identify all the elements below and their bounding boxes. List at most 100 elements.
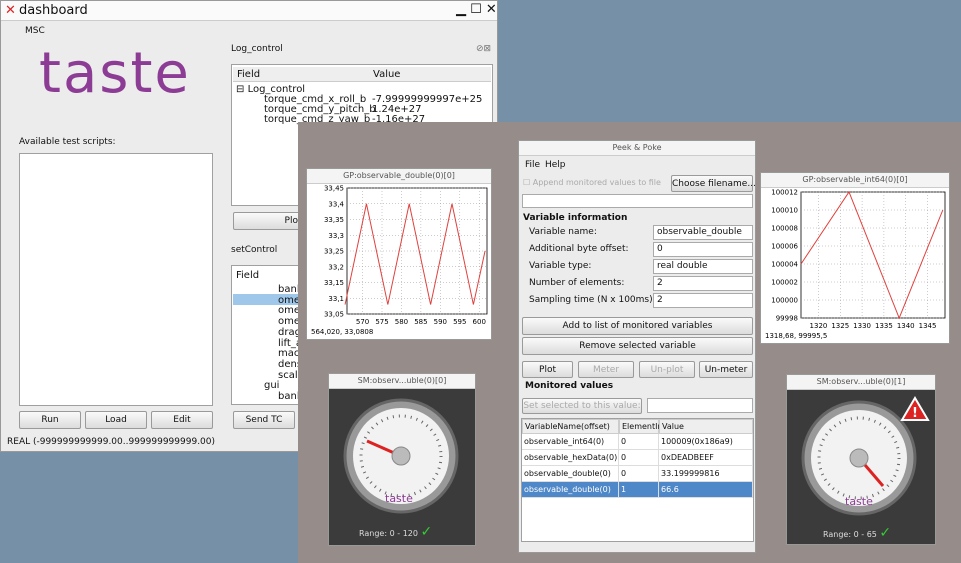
label: Available test scripts: [19, 137, 116, 147]
x-tick-label: 600 [473, 318, 486, 326]
x-tick-label: 1340 [897, 322, 915, 330]
field-label: Variable type: [529, 261, 591, 271]
status-text: 1318,68, 99995,5 [765, 332, 827, 340]
table-cell[interactable]: 0 [619, 434, 659, 450]
x-tick-label: 585 [414, 318, 427, 326]
range-min: 0 [390, 529, 395, 538]
header-cell: ElementIndex [619, 419, 659, 434]
plot-window: GP:observable_double(0)[0] 33,0533,133,1… [306, 168, 492, 340]
titlebar: Peek & Poke [519, 141, 755, 156]
button[interactable]: Load [85, 411, 147, 429]
status-text: 564,020, 33,0808 [311, 328, 373, 336]
button[interactable]: Un-plot [639, 361, 695, 378]
table-cell[interactable]: 0 [619, 466, 659, 482]
ok-icon: ✓ [879, 525, 891, 541]
header-cell: Value [373, 69, 400, 80]
titlebar: SM:observ...uble(0)[1] [787, 375, 935, 390]
button[interactable]: Add to list of monitored variables [522, 317, 753, 335]
text-input[interactable] [522, 194, 753, 208]
y-tick-label: 100010 [771, 207, 798, 215]
x-tick-label: 595 [453, 318, 466, 326]
y-tick-label: 100000 [771, 297, 798, 305]
button[interactable]: Edit [151, 411, 213, 429]
panel-title: Log_control [231, 44, 283, 54]
button[interactable]: Plot [522, 361, 573, 378]
peek-poke-window: Peek & Poke File Help ☐ Append monitored… [518, 140, 756, 553]
meter-logo: taste [845, 495, 873, 508]
button[interactable]: Set selected to this value: [522, 398, 642, 414]
x-tick-label: 570 [356, 318, 369, 326]
y-tick-label: 33,4 [328, 200, 344, 208]
x-tick-label: 1345 [919, 322, 937, 330]
meter-window: SM:observ...uble(0)[1] ! taste Range: 0 … [786, 374, 936, 545]
y-tick-label: 100012 [771, 189, 798, 197]
button[interactable]: Un-meter [699, 361, 753, 378]
y-tick-label: 33,3 [328, 232, 344, 240]
x-tick-label: 590 [434, 318, 447, 326]
gauge-hub [392, 447, 410, 465]
field-label: Number of elements: [529, 278, 624, 288]
table-cell[interactable]: 1 [619, 482, 659, 498]
header-cell: Value [659, 419, 753, 434]
y-tick-label: 33,2 [328, 263, 344, 271]
y-tick-label: 33,1 [328, 295, 344, 303]
gauge-hub [850, 449, 868, 467]
x-tick-label: 580 [395, 318, 408, 326]
status-text: REAL (-999999999999.00..999999999999.00) [7, 437, 215, 447]
text-input[interactable] [647, 398, 753, 413]
field-input[interactable]: 2 [653, 293, 753, 308]
window-controls[interactable]: ▁ ☐ ✕ [456, 2, 497, 17]
table-cell[interactable]: observable_double(0) [522, 466, 619, 482]
button[interactable]: Meter [578, 361, 634, 378]
field-input[interactable]: real double [653, 259, 753, 274]
meter-logo: taste [385, 492, 413, 505]
x-tick-label: 1320 [810, 322, 828, 330]
plot-window: GP:observable_int64(0)[0] 99998100000100… [760, 172, 950, 344]
table-cell[interactable]: 100009(0x186a9) [659, 434, 753, 450]
range-max: 120 [403, 529, 418, 538]
field-label: Variable name: [529, 227, 597, 237]
table-cell[interactable]: 0 [619, 450, 659, 466]
button[interactable]: Choose filename... [671, 175, 753, 192]
range-sep: - [397, 529, 400, 538]
menu-item[interactable]: MSC [25, 26, 45, 36]
field-label: Additional byte offset: [529, 244, 629, 254]
table-cell[interactable]: observable_double(0) [522, 482, 619, 498]
titlebar: GP:observable_int64(0)[0] [761, 173, 949, 188]
table-cell[interactable]: 66.6 [659, 482, 753, 498]
table-cell[interactable]: observable_int64(0) [522, 434, 619, 450]
table-cell[interactable]: 0xDEADBEEF [659, 450, 753, 466]
chart: 9999810000010000210000410000610000810001… [761, 188, 949, 343]
panel-title: setControl [231, 245, 277, 255]
meter-window: SM:observ...uble(0)[0] taste Range: 0 - … [328, 373, 476, 546]
header-cell: VariableName(offset) [522, 419, 619, 434]
table-cell[interactable]: 33.199999816 [659, 466, 753, 482]
field-input[interactable]: 2 [653, 276, 753, 291]
chart: 33,0533,133,1533,233,2533,333,3533,433,4… [307, 184, 491, 339]
button[interactable]: Send TC [233, 411, 295, 429]
y-tick-label: 33,25 [324, 248, 344, 256]
script-list[interactable] [19, 153, 213, 406]
table-cell[interactable]: observable_hexData(0) [522, 450, 619, 466]
menu-item[interactable]: File [525, 160, 540, 170]
checkbox-label: Append monitored values to file [533, 178, 661, 187]
range-sep: - [861, 530, 864, 539]
x-tick-label: 1325 [831, 322, 849, 330]
titlebar: ✕ dashboard ▁ ☐ ✕ [1, 1, 497, 21]
field-input[interactable]: observable_double [653, 225, 753, 240]
gauge [329, 389, 475, 546]
field-input[interactable]: 0 [653, 242, 753, 257]
x-tick-label: 1335 [875, 322, 893, 330]
panel-controls[interactable]: ⊘⊠ [476, 44, 491, 54]
range: Range: 0 - 65 ✓ [823, 525, 891, 541]
gauge: ! [787, 390, 935, 545]
y-tick-label: 100002 [771, 279, 798, 287]
app-icon: ✕ [5, 3, 16, 18]
button[interactable]: Remove selected variable [522, 337, 753, 355]
window-title: dashboard [19, 3, 88, 18]
ok-icon: ✓ [421, 524, 433, 540]
checkbox[interactable]: ☐ Append monitored values to file [523, 178, 661, 187]
menu-item[interactable]: Help [545, 160, 566, 170]
button[interactable]: Run [19, 411, 81, 429]
section-title: Variable information [523, 213, 627, 223]
